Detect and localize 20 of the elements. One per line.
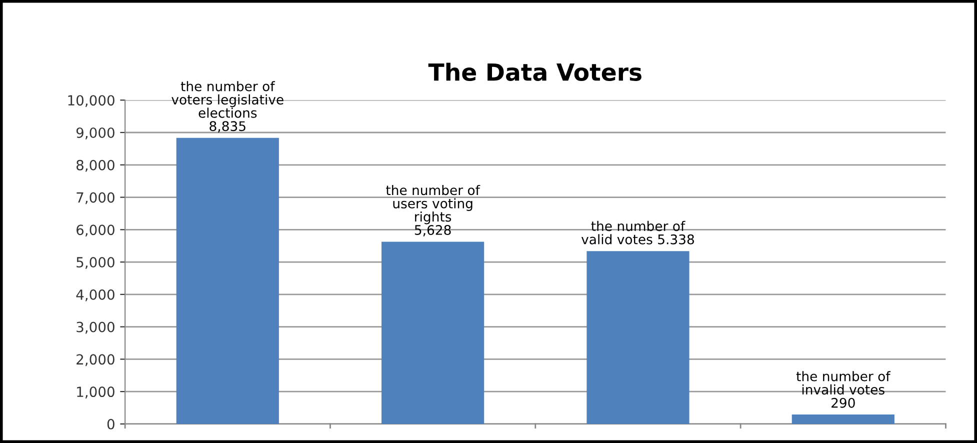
y-tick-label: 0 <box>107 418 114 430</box>
chart-title: The Data Voters <box>428 62 642 82</box>
bar <box>792 414 894 424</box>
data-label: the number of users voting rights 5,628 <box>386 184 480 236</box>
bar <box>382 242 484 424</box>
y-tick-label: 8,000 <box>76 160 114 172</box>
y-tick-label: 3,000 <box>76 322 114 334</box>
bar <box>586 251 690 424</box>
y-tick-label: 6,000 <box>76 224 114 237</box>
y-tick-label: 9,000 <box>76 127 114 140</box>
data-label: the number of valid votes 5.338 <box>581 220 694 244</box>
y-tick-label: 5,000 <box>76 257 114 269</box>
data-label: the number of invalid votes 290 <box>796 371 891 408</box>
bar <box>176 138 279 424</box>
y-tick-label: 7,000 <box>76 192 114 204</box>
y-tick-label: 4,000 <box>76 289 114 302</box>
y-tick-label: 2,000 <box>76 354 114 366</box>
data-label: the number of voters legislative elections 8,835 <box>172 81 284 132</box>
y-tick-label: 1,000 <box>77 386 114 398</box>
y-tick-label: 10,000 <box>68 95 114 108</box>
